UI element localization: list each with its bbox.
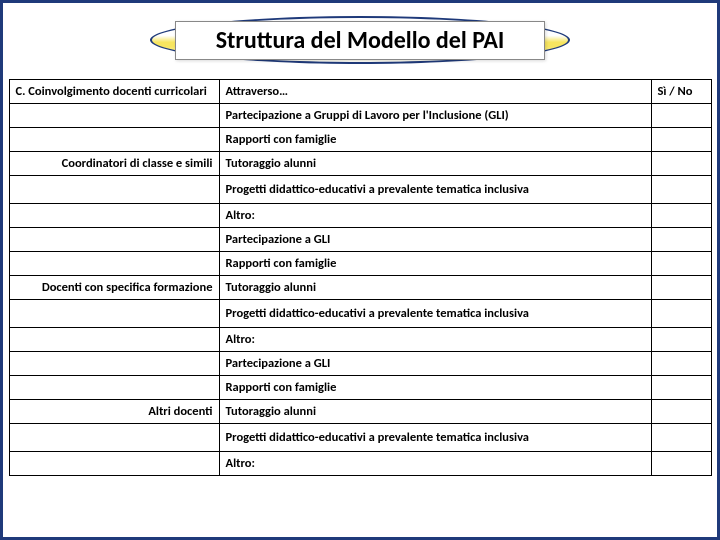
row-label-empty xyxy=(9,252,219,276)
table-row: Partecipazione a GLI xyxy=(9,228,711,252)
row-desc: Rapporti con famiglie xyxy=(219,376,651,400)
row-desc: Altro: xyxy=(219,452,651,476)
table-row: Altro: xyxy=(9,204,711,228)
row-yesno xyxy=(651,352,711,376)
table-header-row: C. Coinvolgimento docenti curricolari At… xyxy=(9,80,711,104)
row-yesno xyxy=(651,228,711,252)
row-desc: Partecipazione a GLI xyxy=(219,228,651,252)
row-desc: Partecipazione a Gruppi di Lavoro per l'… xyxy=(219,104,651,128)
table-row: Docenti con specifica formazione Tutorag… xyxy=(9,276,711,300)
header-left: C. Coinvolgimento docenti curricolari xyxy=(9,80,219,104)
table-row: Rapporti con famiglie xyxy=(9,128,711,152)
table-row: Altro: xyxy=(9,452,711,476)
row-label-empty xyxy=(9,176,219,204)
row-label-empty xyxy=(9,204,219,228)
row-desc: Altro: xyxy=(219,328,651,352)
row-desc: Progetti didattico-educativi a prevalent… xyxy=(219,424,651,452)
row-desc: Altro: xyxy=(219,204,651,228)
row-yesno xyxy=(651,328,711,352)
row-yesno xyxy=(651,300,711,328)
table-row: Partecipazione a Gruppi di Lavoro per l'… xyxy=(9,104,711,128)
slide-container: Struttura del Modello del PAI C. Coinvol… xyxy=(0,0,720,540)
row-label-empty xyxy=(9,300,219,328)
table-row: Altro: xyxy=(9,328,711,352)
row-desc: Progetti didattico-educativi a prevalent… xyxy=(219,300,651,328)
row-desc: Tutoraggio alunni xyxy=(219,276,651,300)
title-area: Struttura del Modello del PAI xyxy=(3,11,717,69)
row-yesno xyxy=(651,452,711,476)
row-yesno xyxy=(651,276,711,300)
row-desc: Tutoraggio alunni xyxy=(219,400,651,424)
row-yesno xyxy=(651,424,711,452)
row-desc: Tutoraggio alunni xyxy=(219,152,651,176)
row-label-empty xyxy=(9,424,219,452)
header-right: Sì / No xyxy=(651,80,711,104)
table-row: Rapporti con famiglie xyxy=(9,252,711,276)
row-desc: Rapporti con famiglie xyxy=(219,128,651,152)
row-yesno xyxy=(651,204,711,228)
pai-table: C. Coinvolgimento docenti curricolari At… xyxy=(9,79,712,476)
row-yesno xyxy=(651,376,711,400)
table-row: Rapporti con famiglie xyxy=(9,376,711,400)
row-label-empty xyxy=(9,228,219,252)
row-label-empty xyxy=(9,352,219,376)
header-mid: Attraverso… xyxy=(219,80,651,104)
row-yesno xyxy=(651,152,711,176)
table-row: Progetti didattico-educativi a prevalent… xyxy=(9,424,711,452)
group-label: Altri docenti xyxy=(9,400,219,424)
row-label-empty xyxy=(9,328,219,352)
title-box: Struttura del Modello del PAI xyxy=(175,21,546,60)
row-yesno xyxy=(651,128,711,152)
slide-title: Struttura del Modello del PAI xyxy=(216,26,505,55)
row-label-empty xyxy=(9,452,219,476)
row-desc: Rapporti con famiglie xyxy=(219,252,651,276)
row-label-empty xyxy=(9,104,219,128)
row-desc: Partecipazione a GLI xyxy=(219,352,651,376)
row-desc: Progetti didattico-educativi a prevalent… xyxy=(219,176,651,204)
group-label: Coordinatori di classe e simili xyxy=(9,152,219,176)
row-yesno xyxy=(651,252,711,276)
row-label-empty xyxy=(9,128,219,152)
group-label: Docenti con specifica formazione xyxy=(9,276,219,300)
row-label-empty xyxy=(9,376,219,400)
row-yesno xyxy=(651,176,711,204)
table-row: Progetti didattico-educativi a prevalent… xyxy=(9,176,711,204)
table-row: Altri docenti Tutoraggio alunni xyxy=(9,400,711,424)
table-row: Partecipazione a GLI xyxy=(9,352,711,376)
row-yesno xyxy=(651,104,711,128)
table-row: Coordinatori di classe e simili Tutoragg… xyxy=(9,152,711,176)
row-yesno xyxy=(651,400,711,424)
table-row: Progetti didattico-educativi a prevalent… xyxy=(9,300,711,328)
